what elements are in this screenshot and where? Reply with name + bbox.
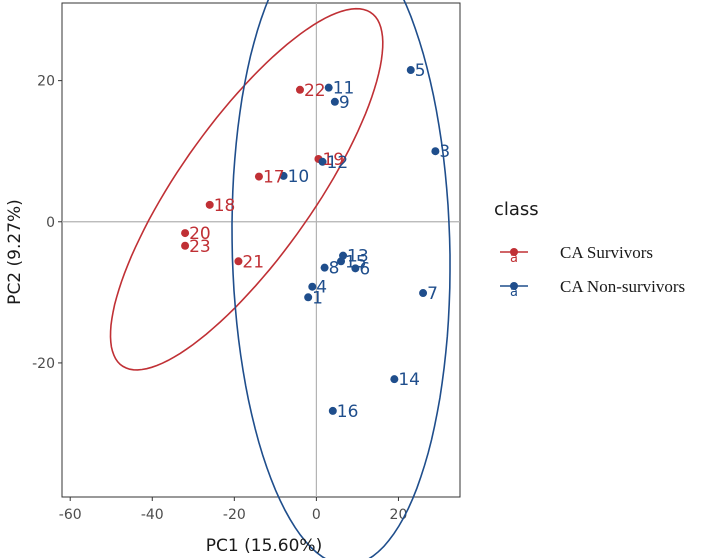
data-point-non-survivors [419,289,428,298]
data-point-survivors [205,200,214,209]
confidence-ellipse-non-survivors [231,0,451,558]
data-point-non-survivors [330,97,339,106]
legend-key-glyph: a [510,285,518,300]
point-label: 20 [189,224,211,244]
data-point-non-survivors [279,171,288,180]
point-label: 23 [189,237,211,257]
point-label: 17 [263,168,285,188]
data-point-non-survivors [431,147,440,156]
point-label: 11 [333,79,355,99]
point-label: 4 [316,278,327,298]
point-label: 22 [304,81,326,101]
data-point-non-survivors [324,83,333,92]
data-points [181,66,440,415]
data-point-survivors [254,172,263,181]
y-tick-label: -20 [32,356,55,372]
y-axis-title: PC2 (9.27%) [5,199,25,305]
point-label: 16 [337,402,359,422]
x-tick-label: -20 [223,507,246,523]
point-label: 14 [398,370,420,390]
legend-title: class [494,199,539,220]
y-tick-label: 0 [46,215,55,231]
x-tick-label: -60 [59,507,82,523]
x-axis-title: PC1 (15.60%) [206,536,322,556]
point-label: 9 [339,93,350,113]
data-point-survivors [295,85,304,94]
point-label: 8 [329,259,340,279]
point-label: 19 [322,150,344,170]
legend-key-point [510,248,518,256]
x-tick-label: 0 [312,507,321,523]
data-point-survivors [234,257,243,266]
point-label: 7 [427,284,438,304]
point-label: 1 [312,288,323,308]
legend-entry-label: CA Non-survivors [560,277,685,296]
point-label: 12 [327,153,349,173]
point-label: 3 [439,142,450,162]
legend-key-glyph: a [510,251,518,266]
legend-entry-label: CA Survivors [560,243,653,262]
data-point-survivors [181,229,190,238]
point-label: 10 [288,167,310,187]
data-point-non-survivors [406,66,415,75]
x-tick-label: -40 [141,507,164,523]
data-point-non-survivors [304,293,313,302]
point-label: 18 [214,196,236,216]
data-point-non-survivors [320,263,329,272]
data-point-non-survivors [390,375,399,384]
confidence-ellipse-survivors [109,7,384,371]
data-point-non-survivors [328,406,337,415]
y-tick-label: 20 [37,74,55,90]
point-label: 5 [415,61,426,81]
plot-panel [61,2,461,498]
point-label: 15 [345,252,367,272]
panel-border [61,2,461,498]
point-label: 13 [347,247,369,267]
confidence-ellipses [109,0,451,558]
data-point-non-survivors [318,157,327,166]
data-point-non-survivors [351,264,360,273]
legend: class a CA Survivors a CA Non-survivors [494,199,685,300]
legend-key-point [510,282,518,290]
data-point-non-survivors [308,282,317,291]
point-label: 6 [359,259,370,279]
point-label: 21 [242,252,264,272]
data-point-survivors [181,241,190,250]
data-point-non-survivors [337,257,346,266]
